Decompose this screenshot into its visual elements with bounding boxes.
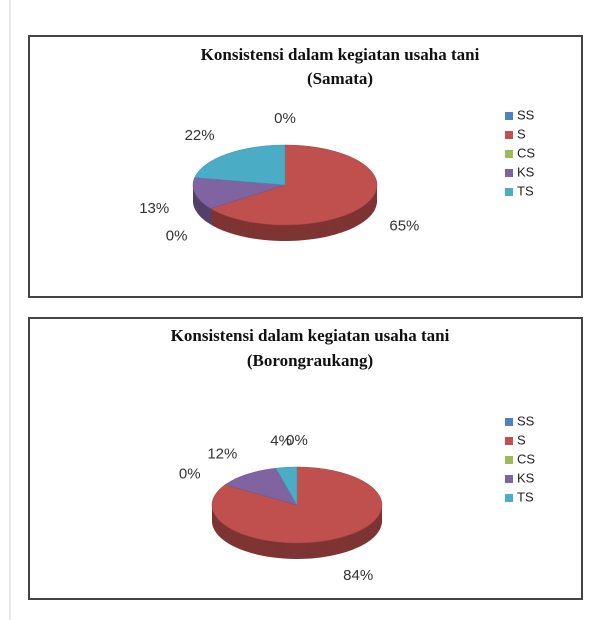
legend-swatch — [505, 131, 513, 139]
data-label: 12% — [207, 446, 237, 463]
legend-label: SS — [517, 413, 535, 428]
pie-slice — [192, 177, 286, 209]
chart-title: Konsistensi dalam kegiatan usaha tani — [201, 45, 480, 64]
data-label: 84% — [343, 567, 373, 584]
legend-swatch — [505, 112, 513, 120]
pie-slice — [194, 144, 286, 186]
legend-swatch — [505, 188, 513, 196]
legend-label: KS — [517, 164, 535, 179]
legend-label: TS — [517, 489, 534, 504]
pie-slice — [275, 466, 298, 506]
pie-slice — [224, 467, 298, 506]
legend-swatch — [505, 418, 513, 426]
data-label: 13% — [139, 200, 169, 217]
legend-swatch — [505, 437, 513, 445]
legend-label: KS — [517, 470, 535, 485]
data-label: 0% — [179, 465, 201, 482]
chart-title: Konsistensi dalam kegiatan usaha tani — [171, 326, 450, 345]
legend-label: TS — [517, 183, 534, 198]
legend-label: S — [517, 432, 526, 447]
legend-swatch — [505, 150, 513, 158]
legend-label: SS — [517, 107, 535, 122]
data-label: 22% — [185, 127, 215, 144]
legend-swatch — [505, 456, 513, 464]
pie-slice — [209, 144, 378, 226]
chart-subtitle: (Samata) — [307, 69, 373, 88]
chart-subtitle: (Borongraukang) — [247, 351, 373, 370]
data-label: 0% — [286, 432, 308, 449]
legend-swatch — [505, 475, 513, 483]
legend-label: S — [517, 126, 526, 141]
legend-swatch — [505, 494, 513, 502]
data-label: 4% — [270, 433, 292, 450]
legend-label: CS — [517, 145, 535, 160]
legend-label: CS — [517, 451, 535, 466]
legend-swatch — [505, 169, 513, 177]
data-label: 65% — [389, 218, 419, 235]
data-label: 0% — [166, 227, 188, 244]
data-label: 0% — [274, 110, 296, 127]
